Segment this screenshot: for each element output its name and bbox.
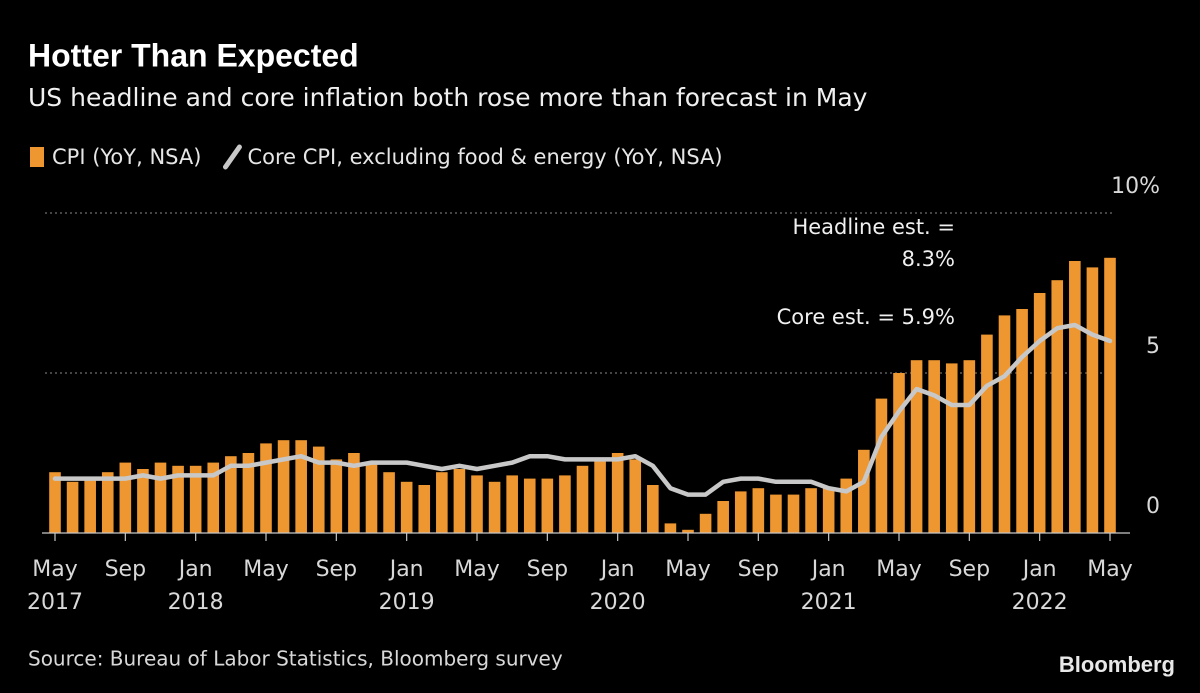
bar: [1033, 293, 1046, 533]
bar: [225, 456, 237, 533]
annotation: Headline est. =: [792, 215, 955, 239]
x-tick-label: Jan: [177, 557, 213, 582]
x-tick-label: May: [454, 557, 499, 582]
x-year-label: 2019: [379, 590, 435, 615]
bar: [981, 334, 993, 533]
x-tick-label: Sep: [105, 557, 146, 582]
bar: [207, 462, 220, 533]
bar: [383, 472, 395, 533]
annotation: 8.3%: [902, 247, 955, 271]
x-tick-label: May: [243, 557, 288, 582]
bar: [506, 475, 518, 533]
bar: [699, 513, 712, 533]
y-tick-label: 10%: [1111, 174, 1160, 199]
x-tick-label: Jan: [388, 557, 424, 582]
bar: [594, 459, 606, 533]
bar: [893, 373, 905, 533]
bar: [119, 462, 132, 533]
bar: [664, 523, 677, 533]
bar: [453, 469, 466, 533]
bar: [910, 360, 923, 533]
bar: [875, 398, 888, 533]
x-year-label: 2020: [590, 590, 646, 615]
bar: [172, 465, 184, 533]
bar: [365, 462, 378, 533]
bar: [611, 453, 624, 533]
x-tick-label: Jan: [599, 557, 635, 582]
x-year-label: 2022: [1012, 590, 1068, 615]
bar: [154, 462, 167, 533]
annotation: Core est. = 5.9%: [777, 305, 955, 329]
legend-swatch: [30, 147, 44, 167]
bar: [488, 481, 501, 533]
x-tick-label: Sep: [316, 557, 357, 582]
bar: [752, 488, 765, 533]
bar: [400, 481, 413, 533]
bar: [84, 478, 96, 533]
x-tick-label: Sep: [949, 557, 990, 582]
x-tick-label: Jan: [810, 557, 846, 582]
bar: [928, 360, 940, 533]
bar: [787, 494, 800, 533]
bar: [295, 440, 307, 533]
bar: [647, 485, 659, 533]
legend-label: Core CPI, excluding food & energy (YoY, …: [247, 145, 722, 169]
bar: [770, 494, 782, 533]
chart-title: Hotter Than Expected: [28, 37, 359, 73]
x-year-label: 2018: [168, 590, 224, 615]
line: [52, 322, 1113, 497]
x-tick-label: Jan: [1021, 557, 1057, 582]
bar: [717, 501, 729, 533]
bar: [66, 481, 79, 533]
bar: [1086, 267, 1099, 533]
bar: [348, 453, 360, 533]
bar: [49, 472, 61, 533]
bar: [1016, 309, 1028, 533]
bar: [523, 478, 536, 533]
y-tick-label: 5: [1146, 334, 1160, 359]
bar: [998, 315, 1011, 533]
bar: [822, 488, 835, 533]
x-tick-label: May: [32, 557, 77, 582]
bar: [471, 475, 483, 533]
x-year-label: 2021: [801, 590, 857, 615]
y-tick-label: 0: [1146, 494, 1160, 519]
bar: [629, 459, 642, 533]
bar: [101, 472, 114, 533]
bar: [189, 465, 202, 533]
x-year-label: 2017: [27, 590, 83, 615]
x-tick-label: Sep: [527, 557, 568, 582]
bar: [858, 449, 870, 533]
x-tick-label: May: [665, 557, 710, 582]
bar: [805, 488, 817, 533]
bar: [418, 485, 431, 533]
x-tick-label: Sep: [738, 557, 779, 582]
bar: [963, 360, 976, 533]
bar: [840, 478, 853, 533]
bar: [541, 478, 554, 533]
x-tick-label: May: [876, 557, 921, 582]
bar: [137, 469, 149, 533]
bar: [312, 446, 325, 533]
legend-label: CPI (YoY, NSA): [52, 145, 201, 169]
bar: [1051, 280, 1064, 533]
bar: [277, 440, 290, 533]
chart-subtitle: US headline and core inflation both rose…: [28, 83, 868, 112]
bar: [1104, 257, 1116, 533]
brand-logo: Bloomberg: [1059, 652, 1175, 677]
bar: [436, 472, 448, 533]
legend-swatch: [222, 144, 242, 170]
bar: [242, 453, 255, 533]
source: Source: Bureau of Labor Statistics, Bloo…: [28, 647, 563, 671]
bar: [260, 443, 272, 533]
bar: [576, 465, 589, 533]
bar: [1069, 261, 1081, 533]
bar: [559, 475, 571, 533]
x-tick-label: May: [1087, 557, 1132, 582]
bar: [330, 459, 343, 533]
bar: [682, 529, 694, 533]
bar: [945, 363, 958, 533]
bar: [734, 491, 747, 533]
